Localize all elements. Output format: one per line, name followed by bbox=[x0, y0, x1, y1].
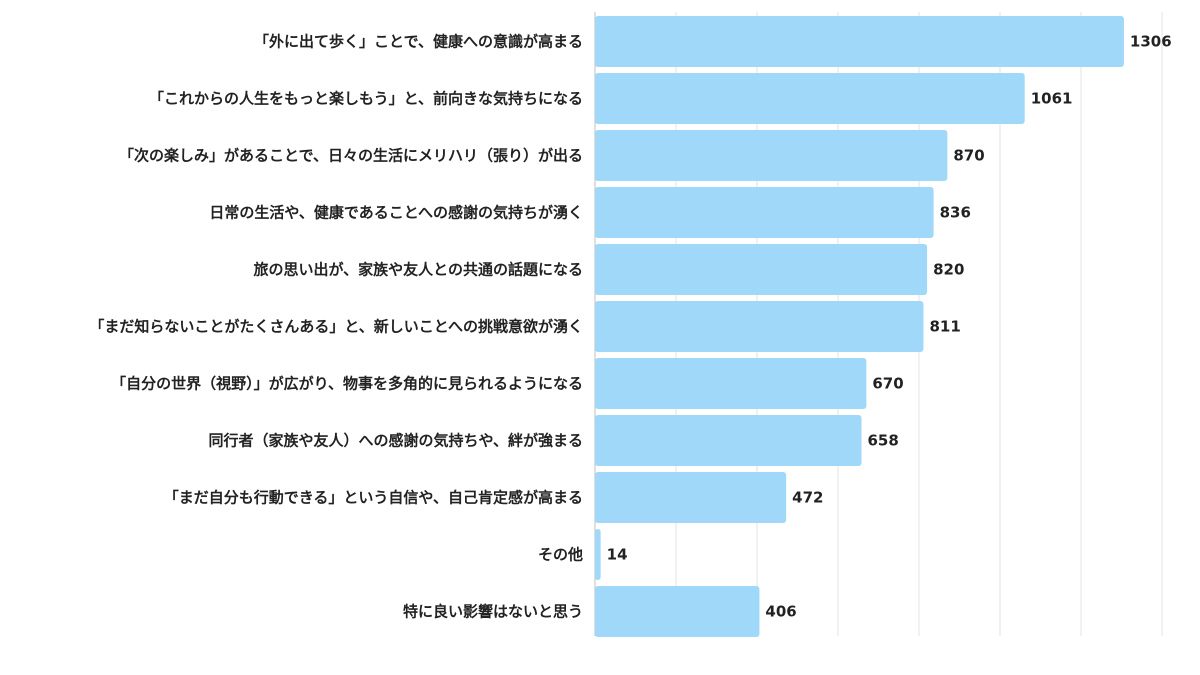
category-label: 日常の生活や、健康であることへの感謝の気持ちが湧く bbox=[209, 204, 583, 222]
bar bbox=[595, 187, 934, 238]
bar bbox=[595, 244, 928, 295]
bar bbox=[595, 301, 924, 352]
value-label: 1306 bbox=[1130, 33, 1172, 51]
label-layer: 「外に出て歩く」ことで、健康への意識が高まる 1306 「これからの人生をもっと楽し… bbox=[89, 33, 1171, 621]
category-label: 「外に出て歩く」ことで、健康への意識が高まる bbox=[254, 33, 583, 51]
value-label: 1061 bbox=[1031, 90, 1073, 108]
bar bbox=[595, 415, 862, 466]
bar bbox=[595, 472, 787, 523]
category-label: 「まだ知らないことがたくさんある」と、新しいことへの挑戦意欲が湧く bbox=[89, 318, 583, 336]
bar bbox=[595, 586, 760, 637]
value-label: 811 bbox=[929, 318, 960, 336]
value-label: 670 bbox=[872, 375, 903, 393]
bar bbox=[595, 73, 1025, 124]
bar bbox=[595, 358, 867, 409]
value-label: 820 bbox=[933, 261, 964, 279]
category-label: 「まだ自分も行動できる」という自信や、自己肯定感が高まる bbox=[164, 489, 583, 507]
category-label: 「自分の世界（視野）」が広がり、物事を多角的に見られるようになる bbox=[111, 375, 583, 393]
value-label: 870 bbox=[953, 147, 984, 165]
bar-layer bbox=[595, 16, 1124, 637]
bar bbox=[595, 130, 948, 181]
value-label: 658 bbox=[867, 432, 898, 450]
bar bbox=[595, 529, 601, 580]
category-label: 旅の思い出が、家族や友人との共通の話題になる bbox=[253, 261, 583, 279]
category-label: 特に良い影響はないと思う bbox=[403, 603, 583, 621]
category-label: その他 bbox=[538, 546, 583, 564]
value-label: 406 bbox=[765, 603, 796, 621]
value-label: 14 bbox=[607, 546, 628, 564]
category-label: 「これからの人生をもっと楽しもう」と、前向きな気持ちになる bbox=[149, 90, 583, 108]
category-label: 同行者（家族や友人）への感謝の気持ちや、絆が強まる bbox=[208, 432, 583, 450]
category-label: 「次の楽しみ」があることで、日々の生活にメリハリ（張り）が出る bbox=[119, 147, 583, 165]
bar bbox=[595, 16, 1124, 67]
value-label: 836 bbox=[940, 204, 971, 222]
value-label: 472 bbox=[792, 489, 823, 507]
